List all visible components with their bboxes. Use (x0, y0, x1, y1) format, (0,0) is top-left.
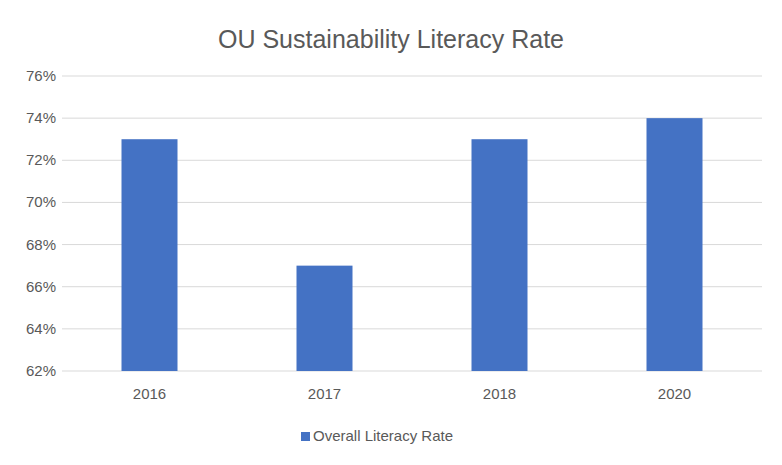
x-tick-label: 2018 (483, 385, 516, 402)
grid-line (62, 76, 762, 77)
legend-label: Overall Literacy Rate (313, 427, 453, 444)
chart-title: OU Sustainability Literacy Rate (218, 25, 564, 53)
legend: Overall Literacy Rate (301, 427, 453, 444)
bar (647, 118, 703, 371)
chart-container: OU Sustainability Literacy Rate 62% 64% 66%… (0, 0, 782, 465)
x-tick-label: 2017 (308, 385, 341, 402)
legend-swatch (301, 432, 310, 441)
x-tick-label: 2016 (133, 385, 166, 402)
bar (297, 266, 353, 371)
y-tick-label: 72% (26, 151, 56, 168)
y-tick-label: 62% (26, 362, 56, 379)
x-tick-label: 2020 (658, 385, 691, 402)
bars (122, 118, 703, 371)
y-tick-label: 66% (26, 278, 56, 295)
bar (122, 139, 178, 371)
chart-svg: OU Sustainability Literacy Rate 62% 64% 66%… (0, 0, 782, 465)
y-tick-label: 74% (26, 109, 56, 126)
bar (472, 139, 528, 371)
y-tick-label: 70% (26, 193, 56, 210)
y-tick-label: 68% (26, 236, 56, 253)
y-tick-label: 76% (26, 67, 56, 84)
y-tick-label: 64% (26, 320, 56, 337)
